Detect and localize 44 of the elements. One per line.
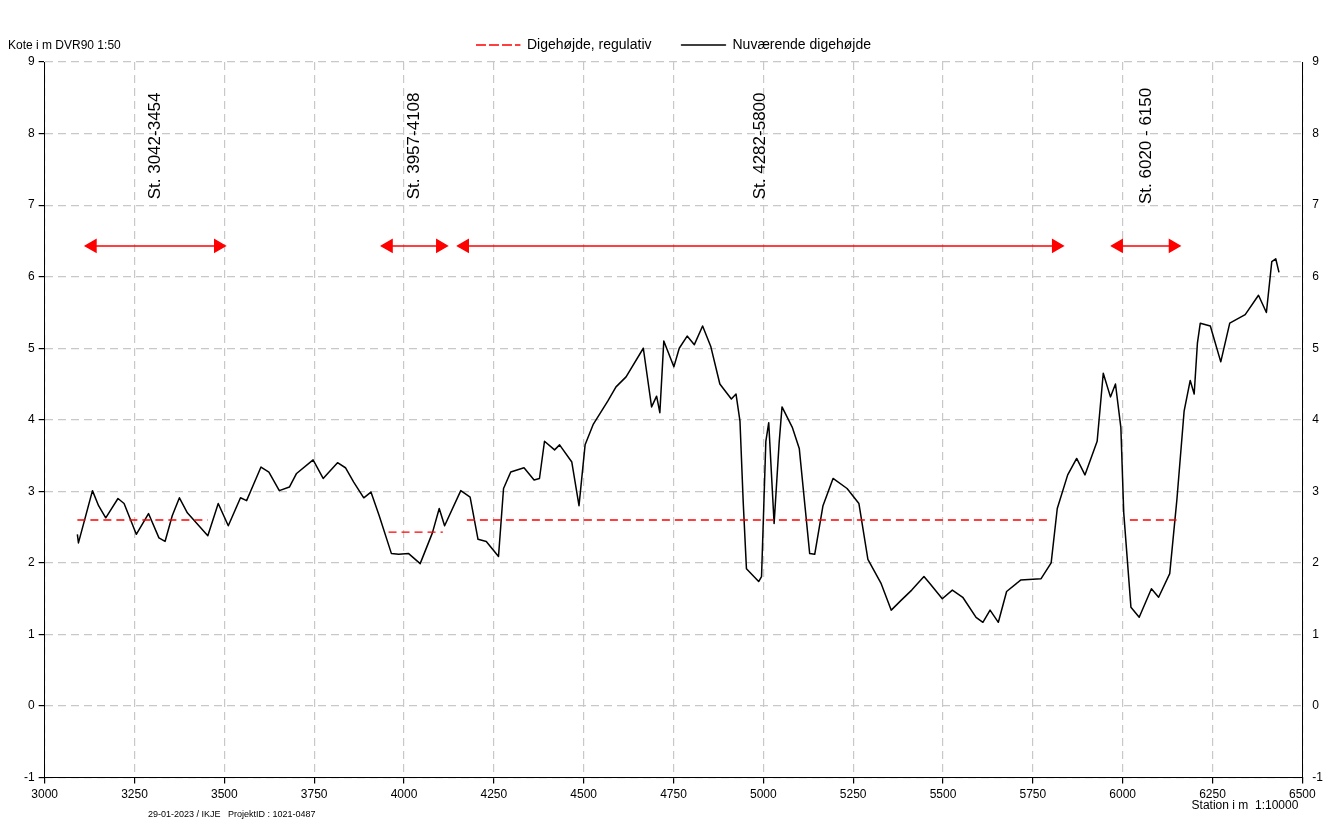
annotation: St. 3042-3454 <box>145 92 165 200</box>
y2-tick-label: 5 <box>1312 340 1320 355</box>
y2-tick-label: 6 <box>1312 268 1320 283</box>
y-axis-title: Kote i m DVR90 1:50 <box>8 38 122 53</box>
x-tick-label: 4750 <box>660 787 688 802</box>
x-tick-label: 4000 <box>390 787 418 802</box>
annotation: St. 3957-4108 <box>404 92 424 200</box>
y2-tick-label: 8 <box>1312 125 1320 140</box>
y-tick-label: 4 <box>27 412 35 427</box>
annotation: St. 4282-5800 <box>750 92 770 200</box>
y2-tick-label: 4 <box>1312 412 1320 427</box>
y2-tick-label: 1 <box>1312 626 1320 641</box>
y-tick-label: 0 <box>27 698 35 713</box>
x-tick-label: 6000 <box>1109 787 1137 802</box>
y-tick-label: 9 <box>27 54 35 69</box>
x-tick-label: 5750 <box>1019 787 1047 802</box>
x-tick-label: 4500 <box>570 787 598 802</box>
y2-tick-label: 2 <box>1312 555 1320 570</box>
y-tick-label: 8 <box>27 125 35 140</box>
legend-label: Nuværende digehøjde <box>732 35 872 52</box>
text: 29-01-2023 / IKJE ProjektID : 1021-0487 <box>148 808 316 819</box>
x-tick-label: 5000 <box>749 787 777 802</box>
annotation: St. 6020 - 6150 <box>1135 87 1155 205</box>
x-tick-label: 3250 <box>121 787 149 802</box>
y2-tick-label: 0 <box>1312 698 1320 713</box>
y-tick-label: 2 <box>27 555 35 570</box>
y2-tick-label: 9 <box>1312 54 1320 69</box>
y-tick-label: 7 <box>27 197 35 212</box>
y-tick-label: -1 <box>24 769 35 784</box>
x-tick-label: 5250 <box>839 787 867 802</box>
x-tick-label: 5500 <box>929 787 957 802</box>
y-tick-label: 1 <box>27 626 35 641</box>
x-tick-label: 3750 <box>300 787 328 802</box>
y2-tick-label: 3 <box>1312 483 1320 498</box>
y2-tick-label: 7 <box>1312 197 1320 212</box>
x-tick-label: 3000 <box>31 787 59 802</box>
x-tick-label: 3500 <box>210 787 239 802</box>
legend-label: Digehøjde, regulativ <box>526 35 652 52</box>
y-tick-label: 5 <box>27 340 35 355</box>
x-axis-title: Station i m 1:10000 <box>1191 797 1299 812</box>
y-tick-label: 6 <box>27 268 35 283</box>
y2-tick-label: -1 <box>1312 769 1324 784</box>
x-tick-label: 4250 <box>480 787 508 802</box>
y-tick-label: 3 <box>27 483 35 498</box>
